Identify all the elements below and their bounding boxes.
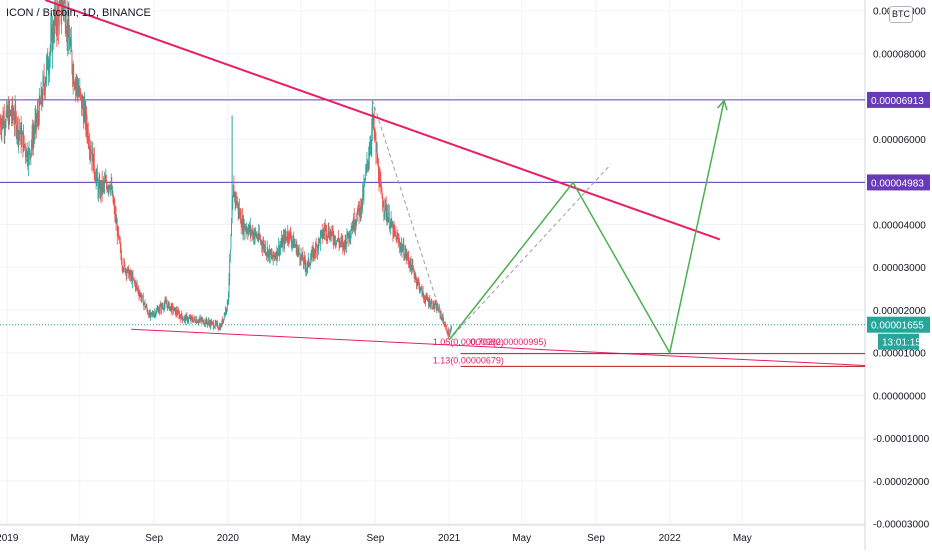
candle-body (451, 327, 452, 328)
candle-body (358, 205, 359, 208)
candle-body (118, 228, 119, 235)
countdown-label: 13:01:15 (882, 338, 921, 349)
candle-body (389, 212, 390, 227)
y-tick-label: -0.00002000 (873, 477, 930, 488)
candle-body (166, 304, 167, 305)
candle-body (24, 136, 25, 145)
y-tick-label: 0.00008000 (873, 49, 926, 60)
y-tick-label: 0.00001000 (873, 349, 926, 360)
candle-body (81, 93, 82, 95)
candle-body (230, 250, 231, 259)
y-tick-label: 0.00003000 (873, 263, 926, 274)
candle-body (45, 83, 46, 91)
candles-group (0, 0, 452, 339)
candle-body (446, 326, 447, 331)
level-price-label: 0.00004983 (871, 178, 924, 189)
y-tick-label: 0.00006000 (873, 135, 926, 146)
candle-body (231, 223, 232, 235)
candle-body (396, 235, 397, 236)
candle-body (133, 275, 134, 278)
candle-body (21, 134, 22, 143)
y-tick-label: 0.00000000 (873, 391, 926, 402)
x-tick-label: May (512, 533, 531, 544)
x-tick-label: 2021 (438, 533, 461, 544)
x-tick-label: 2019 (0, 533, 19, 544)
x-tick-label: 2020 (217, 533, 240, 544)
level-price-label: 0.00006913 (871, 96, 924, 107)
x-tick-label: Sep (587, 533, 605, 544)
candle-body (182, 314, 183, 317)
candle-body (310, 260, 311, 265)
y-tick-label: 0.00004000 (873, 220, 926, 231)
dashed-guide-line (449, 165, 610, 340)
candle-body (159, 307, 160, 311)
candle-body (173, 311, 174, 312)
y-tick-label: -0.00001000 (873, 434, 930, 445)
x-tick-label: Sep (366, 533, 384, 544)
candle-body (432, 302, 433, 307)
x-tick-label: May (733, 533, 752, 544)
y-tick-label: -0.00003000 (873, 520, 930, 531)
x-tick-label: Sep (145, 533, 163, 544)
candle-body (383, 207, 384, 211)
candle-body (156, 310, 157, 313)
y-tick-label: 0.00002000 (873, 306, 926, 317)
candle-body (299, 249, 300, 254)
x-tick-label: 2022 (659, 533, 682, 544)
symbol-title: ICON / Bitcoin, 1D, BINANCE (6, 7, 151, 19)
current-price-label: 0.00001655 (871, 321, 924, 332)
candle-body (231, 236, 232, 250)
x-tick-label: May (70, 533, 89, 544)
candle-body (351, 231, 352, 236)
fib-label: 1.13(0.00000679) (433, 355, 504, 365)
fib-label: 0.702(0.00000995) (470, 337, 546, 347)
currency-button[interactable]: BTC (889, 6, 913, 23)
x-tick-label: May (292, 533, 311, 544)
price-axis-panel (865, 0, 932, 550)
